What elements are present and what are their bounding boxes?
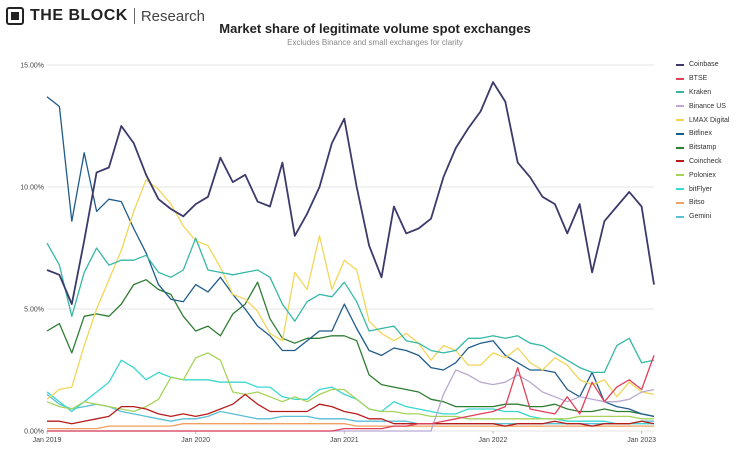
series-line-bitfinex (46, 96, 655, 418)
series-line-binance-us (47, 369, 655, 432)
series-line-btse (47, 355, 655, 432)
legend-swatch (676, 160, 684, 163)
series-line-coinbase (46, 81, 655, 306)
series-line-bitstamp (46, 279, 655, 418)
legend-swatch (676, 132, 684, 135)
x-tick-label: Jan 2023 (627, 437, 656, 444)
x-tick-label: Jan 2019 (33, 437, 62, 444)
legend-label: Bitstamp (689, 144, 717, 152)
x-tick-label: Jan 2021 (330, 437, 359, 444)
series-line-bitso (47, 423, 654, 430)
legend-swatch (676, 146, 684, 149)
legend-label: Gemini (689, 213, 712, 221)
legend-swatch (676, 91, 684, 94)
legend-item-bitfinex: Bitfinex (676, 127, 729, 141)
series-line-gemini (46, 393, 654, 425)
legend-item-binance-us: Binance US (676, 99, 729, 113)
legend-label: Coincheck (689, 157, 722, 165)
legend-label: Bitso (689, 199, 705, 207)
legend-item-bitflyer: bitFlyer (676, 182, 729, 196)
legend-swatch (676, 63, 684, 66)
brand-name: THE BLOCK (30, 7, 128, 24)
chart-legend: Coinbase BTSE Kraken Binance US LMAX Digital… (676, 58, 729, 224)
legend-swatch (676, 119, 684, 122)
legend-label: Kraken (689, 88, 712, 96)
legend-swatch (676, 188, 684, 191)
legend-item-bitstamp: Bitstamp (676, 141, 729, 155)
legend-label: Binance US (689, 102, 726, 110)
series-line-coincheck (47, 393, 655, 427)
legend-swatch (676, 215, 684, 218)
legend-item-poloniex: Poloniex (676, 168, 729, 182)
y-tick-label: 0.00% (24, 429, 44, 436)
legend-label: LMAX Digital (689, 116, 730, 124)
x-tick-label: Jan 2022 (479, 437, 508, 444)
series-line-lmax-digital (46, 179, 655, 400)
legend-swatch (676, 201, 684, 204)
legend-item-lmax-digital: LMAX Digital (676, 113, 729, 127)
legend-item-coincheck: Coincheck (676, 155, 729, 169)
series-line-kraken (46, 237, 655, 374)
legend-item-btse: BTSE (676, 72, 729, 86)
brand: THE BLOCK Research (6, 5, 205, 27)
legend-item-bitso: Bitso (676, 196, 729, 210)
brand-subtitle: Research (140, 7, 206, 25)
legend-label: Bitfinex (689, 130, 712, 138)
chart-title: Market share of legitimate volume spot e… (219, 21, 531, 36)
legend-label: Coinbase (689, 61, 719, 69)
series-line-poloniex (46, 352, 654, 420)
brand-divider (133, 8, 135, 24)
y-tick-label: 5.00% (24, 307, 44, 314)
legend-item-coinbase: Coinbase (676, 58, 729, 72)
chart-subtitle: Excludes Binance and small exchanges for… (287, 38, 463, 47)
legend-label: Poloniex (689, 171, 716, 179)
legend-label: BTSE (689, 75, 708, 83)
legend-swatch (676, 77, 684, 80)
y-tick-label: 10.00% (20, 185, 44, 192)
y-tick-label: 15.00% (20, 63, 44, 70)
legend-swatch (676, 105, 684, 108)
x-tick-label: Jan 2020 (181, 437, 210, 444)
legend-swatch (676, 174, 684, 177)
legend-item-gemini: Gemini (676, 210, 729, 224)
legend-label: bitFlyer (689, 185, 712, 193)
legend-item-kraken: Kraken (676, 86, 729, 100)
the-block-logo-icon (6, 7, 24, 25)
